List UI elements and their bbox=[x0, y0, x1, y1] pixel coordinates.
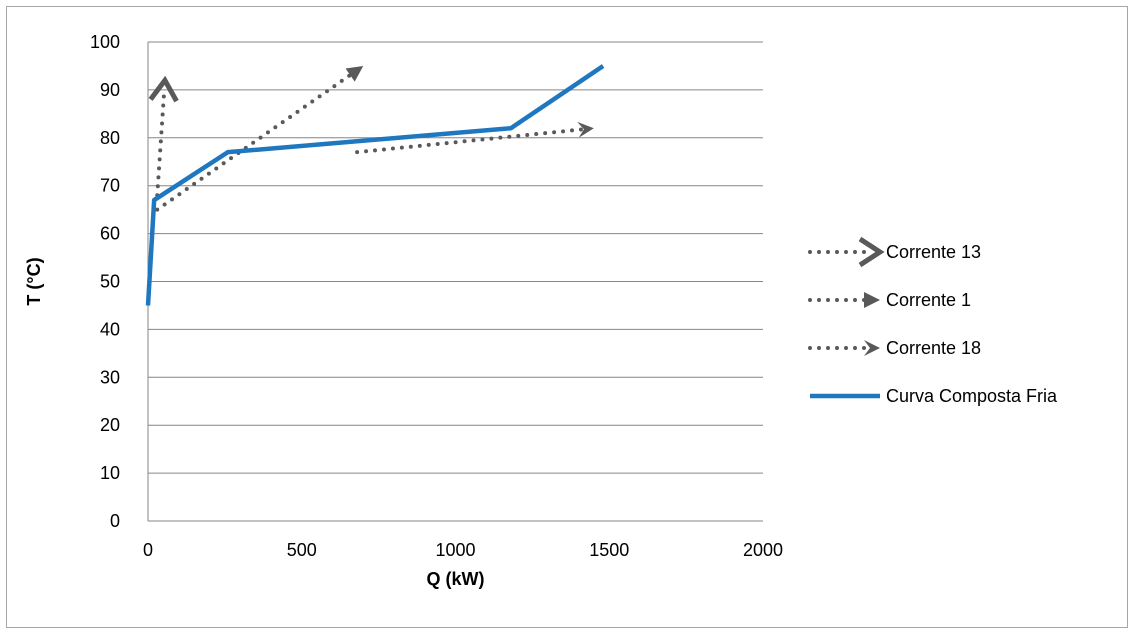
series-3 bbox=[355, 121, 594, 155]
arrow-head bbox=[148, 75, 179, 103]
legend-label: Corrente 13 bbox=[886, 242, 981, 262]
x-tick-label: 0 bbox=[143, 540, 153, 560]
legend-label: Corrente 1 bbox=[886, 290, 971, 310]
y-tick-label: 10 bbox=[100, 463, 120, 483]
y-tick-label: 70 bbox=[100, 176, 120, 196]
legend-label: Corrente 18 bbox=[886, 338, 981, 358]
legend-item: Corrente 1 bbox=[808, 290, 971, 310]
legend: Corrente 13 Corrente 1 Corrente 18 Curva Co… bbox=[808, 236, 1058, 406]
series-line bbox=[355, 127, 584, 155]
series-4 bbox=[145, 64, 605, 306]
y-axis-title: T (°C) bbox=[24, 257, 44, 305]
chart-frame bbox=[6, 6, 1128, 628]
series-line bbox=[155, 90, 167, 198]
arrow-head bbox=[577, 121, 594, 138]
series-line bbox=[155, 70, 356, 212]
legend-item: Corrente 13 bbox=[808, 236, 981, 268]
legend-label: Curva Composta Fria bbox=[886, 386, 1058, 406]
x-tick-label: 2000 bbox=[743, 540, 783, 560]
y-tick-label: 60 bbox=[100, 224, 120, 244]
y-tick-labels: 0 10 20 30 40 50 60 70 80 90 100 bbox=[90, 32, 120, 531]
legend-swatch bbox=[808, 236, 885, 268]
x-tick-label: 1500 bbox=[589, 540, 629, 560]
gridlines bbox=[147, 41, 763, 522]
y-tick-label: 80 bbox=[100, 128, 120, 148]
legend-swatch bbox=[808, 340, 880, 356]
x-tick-labels: 0 500 1000 1500 2000 bbox=[143, 540, 783, 560]
y-tick-label: 0 bbox=[110, 511, 120, 531]
series-line bbox=[145, 64, 605, 306]
y-tick-label: 30 bbox=[100, 367, 120, 387]
y-tick-label: 50 bbox=[100, 272, 120, 292]
x-tick-label: 1000 bbox=[435, 540, 475, 560]
y-tick-label: 20 bbox=[100, 415, 120, 435]
series-1 bbox=[148, 75, 179, 198]
series-group bbox=[145, 64, 605, 306]
y-tick-label: 90 bbox=[100, 80, 120, 100]
legend-arrow-head bbox=[858, 236, 885, 268]
x-tick-label: 500 bbox=[287, 540, 317, 560]
x-axis-title: Q (kW) bbox=[427, 569, 485, 589]
series-2 bbox=[155, 65, 364, 212]
legend-item: Curva Composta Fria bbox=[810, 386, 1058, 406]
legend-arrow-head bbox=[864, 340, 880, 356]
legend-swatch bbox=[808, 292, 880, 308]
legend-item: Corrente 18 bbox=[808, 338, 981, 358]
y-tick-label: 100 bbox=[90, 32, 120, 52]
y-tick-label: 40 bbox=[100, 319, 120, 339]
legend-arrow-head bbox=[864, 292, 880, 308]
arrow-head bbox=[345, 65, 364, 82]
